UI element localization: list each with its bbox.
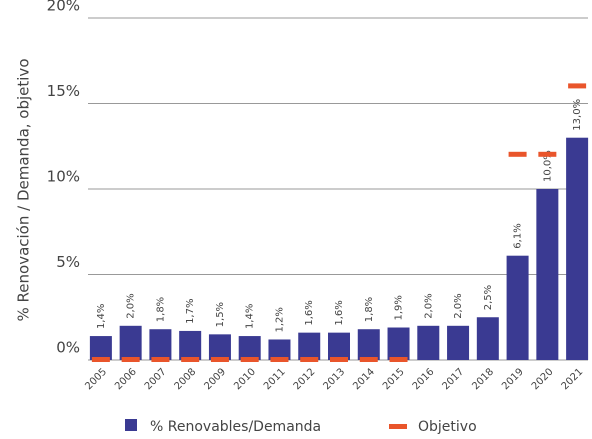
target-marker bbox=[91, 357, 110, 362]
x-tick-label: 2010 bbox=[232, 366, 258, 392]
target-marker bbox=[508, 151, 527, 157]
y-axis-label: % Renovación / Demanda, objetivo bbox=[15, 59, 33, 322]
x-tick-label: 2015 bbox=[381, 366, 407, 392]
legend-swatch bbox=[389, 424, 407, 429]
target-marker bbox=[121, 357, 140, 362]
x-tick-label: 2014 bbox=[351, 366, 377, 392]
y-tick-label: 5% bbox=[56, 253, 80, 271]
bar bbox=[566, 137, 589, 360]
value-label: 6,1% bbox=[513, 223, 524, 248]
value-label: 1,8% bbox=[155, 297, 166, 322]
legend-label: Objetivo bbox=[418, 419, 477, 435]
y-tick-label: 20% bbox=[47, 0, 80, 15]
value-label: 1,4% bbox=[245, 304, 256, 329]
value-label: 10,0% bbox=[542, 150, 553, 182]
target-marker bbox=[151, 357, 170, 362]
value-label: 13,0% bbox=[572, 99, 583, 131]
target-marker bbox=[359, 357, 378, 362]
value-label: 1,7% bbox=[185, 299, 196, 324]
value-label: 2,0% bbox=[126, 293, 137, 318]
x-tick-label: 2006 bbox=[113, 366, 139, 392]
bar bbox=[268, 339, 291, 360]
y-tick-label: 10% bbox=[47, 168, 80, 186]
target-marker bbox=[181, 357, 200, 362]
bar bbox=[89, 336, 112, 360]
x-tick-label: 2018 bbox=[470, 366, 496, 392]
bar bbox=[208, 334, 231, 360]
x-tick-label: 2020 bbox=[530, 366, 556, 392]
target-marker bbox=[330, 357, 348, 362]
value-label: 1,9% bbox=[394, 295, 405, 320]
target-marker bbox=[389, 357, 408, 362]
value-label: 2,0% bbox=[453, 293, 464, 318]
bar bbox=[506, 255, 529, 360]
bar bbox=[447, 325, 470, 360]
target-marker bbox=[538, 151, 557, 157]
legend-label: % Renovables/Demanda bbox=[150, 419, 321, 435]
target-marker bbox=[568, 83, 587, 89]
bar bbox=[119, 325, 142, 360]
x-tick-label: 2021 bbox=[560, 366, 586, 392]
x-tick-label: 2017 bbox=[441, 366, 467, 392]
bar bbox=[417, 325, 440, 360]
x-tick-label: 2013 bbox=[321, 366, 347, 392]
y-tick-label: 0% bbox=[56, 339, 80, 357]
bar bbox=[328, 332, 350, 360]
bar bbox=[476, 317, 499, 360]
x-tick-label: 2011 bbox=[262, 366, 288, 392]
x-tick-label: 2009 bbox=[202, 366, 228, 392]
value-label: 2,0% bbox=[423, 293, 434, 318]
target-marker bbox=[270, 357, 289, 362]
bar bbox=[536, 189, 559, 360]
value-label: 1,4% bbox=[96, 304, 107, 329]
x-tick-label: 2019 bbox=[500, 366, 526, 392]
x-tick-label: 2016 bbox=[411, 366, 437, 392]
y-tick-label: 15% bbox=[47, 82, 80, 100]
value-label: 1,6% bbox=[304, 300, 315, 325]
x-tick-label: 2012 bbox=[292, 366, 318, 392]
bar bbox=[387, 327, 410, 360]
bar bbox=[238, 336, 261, 360]
target-marker bbox=[300, 357, 319, 362]
target-marker bbox=[210, 357, 229, 362]
bar bbox=[357, 329, 380, 360]
bar bbox=[149, 329, 172, 360]
x-tick-label: 2005 bbox=[83, 366, 109, 392]
legend-swatch bbox=[125, 419, 137, 431]
value-label: 1,5% bbox=[215, 302, 226, 327]
value-label: 1,6% bbox=[334, 300, 345, 325]
value-label: 1,2% bbox=[274, 307, 285, 332]
target-marker bbox=[240, 357, 259, 362]
x-tick-label: 2008 bbox=[173, 366, 199, 392]
value-label: 2,5% bbox=[483, 285, 494, 310]
x-tick-label: 2007 bbox=[143, 366, 169, 392]
bar bbox=[298, 332, 321, 360]
bar bbox=[179, 330, 202, 360]
value-label: 1,8% bbox=[364, 297, 375, 322]
